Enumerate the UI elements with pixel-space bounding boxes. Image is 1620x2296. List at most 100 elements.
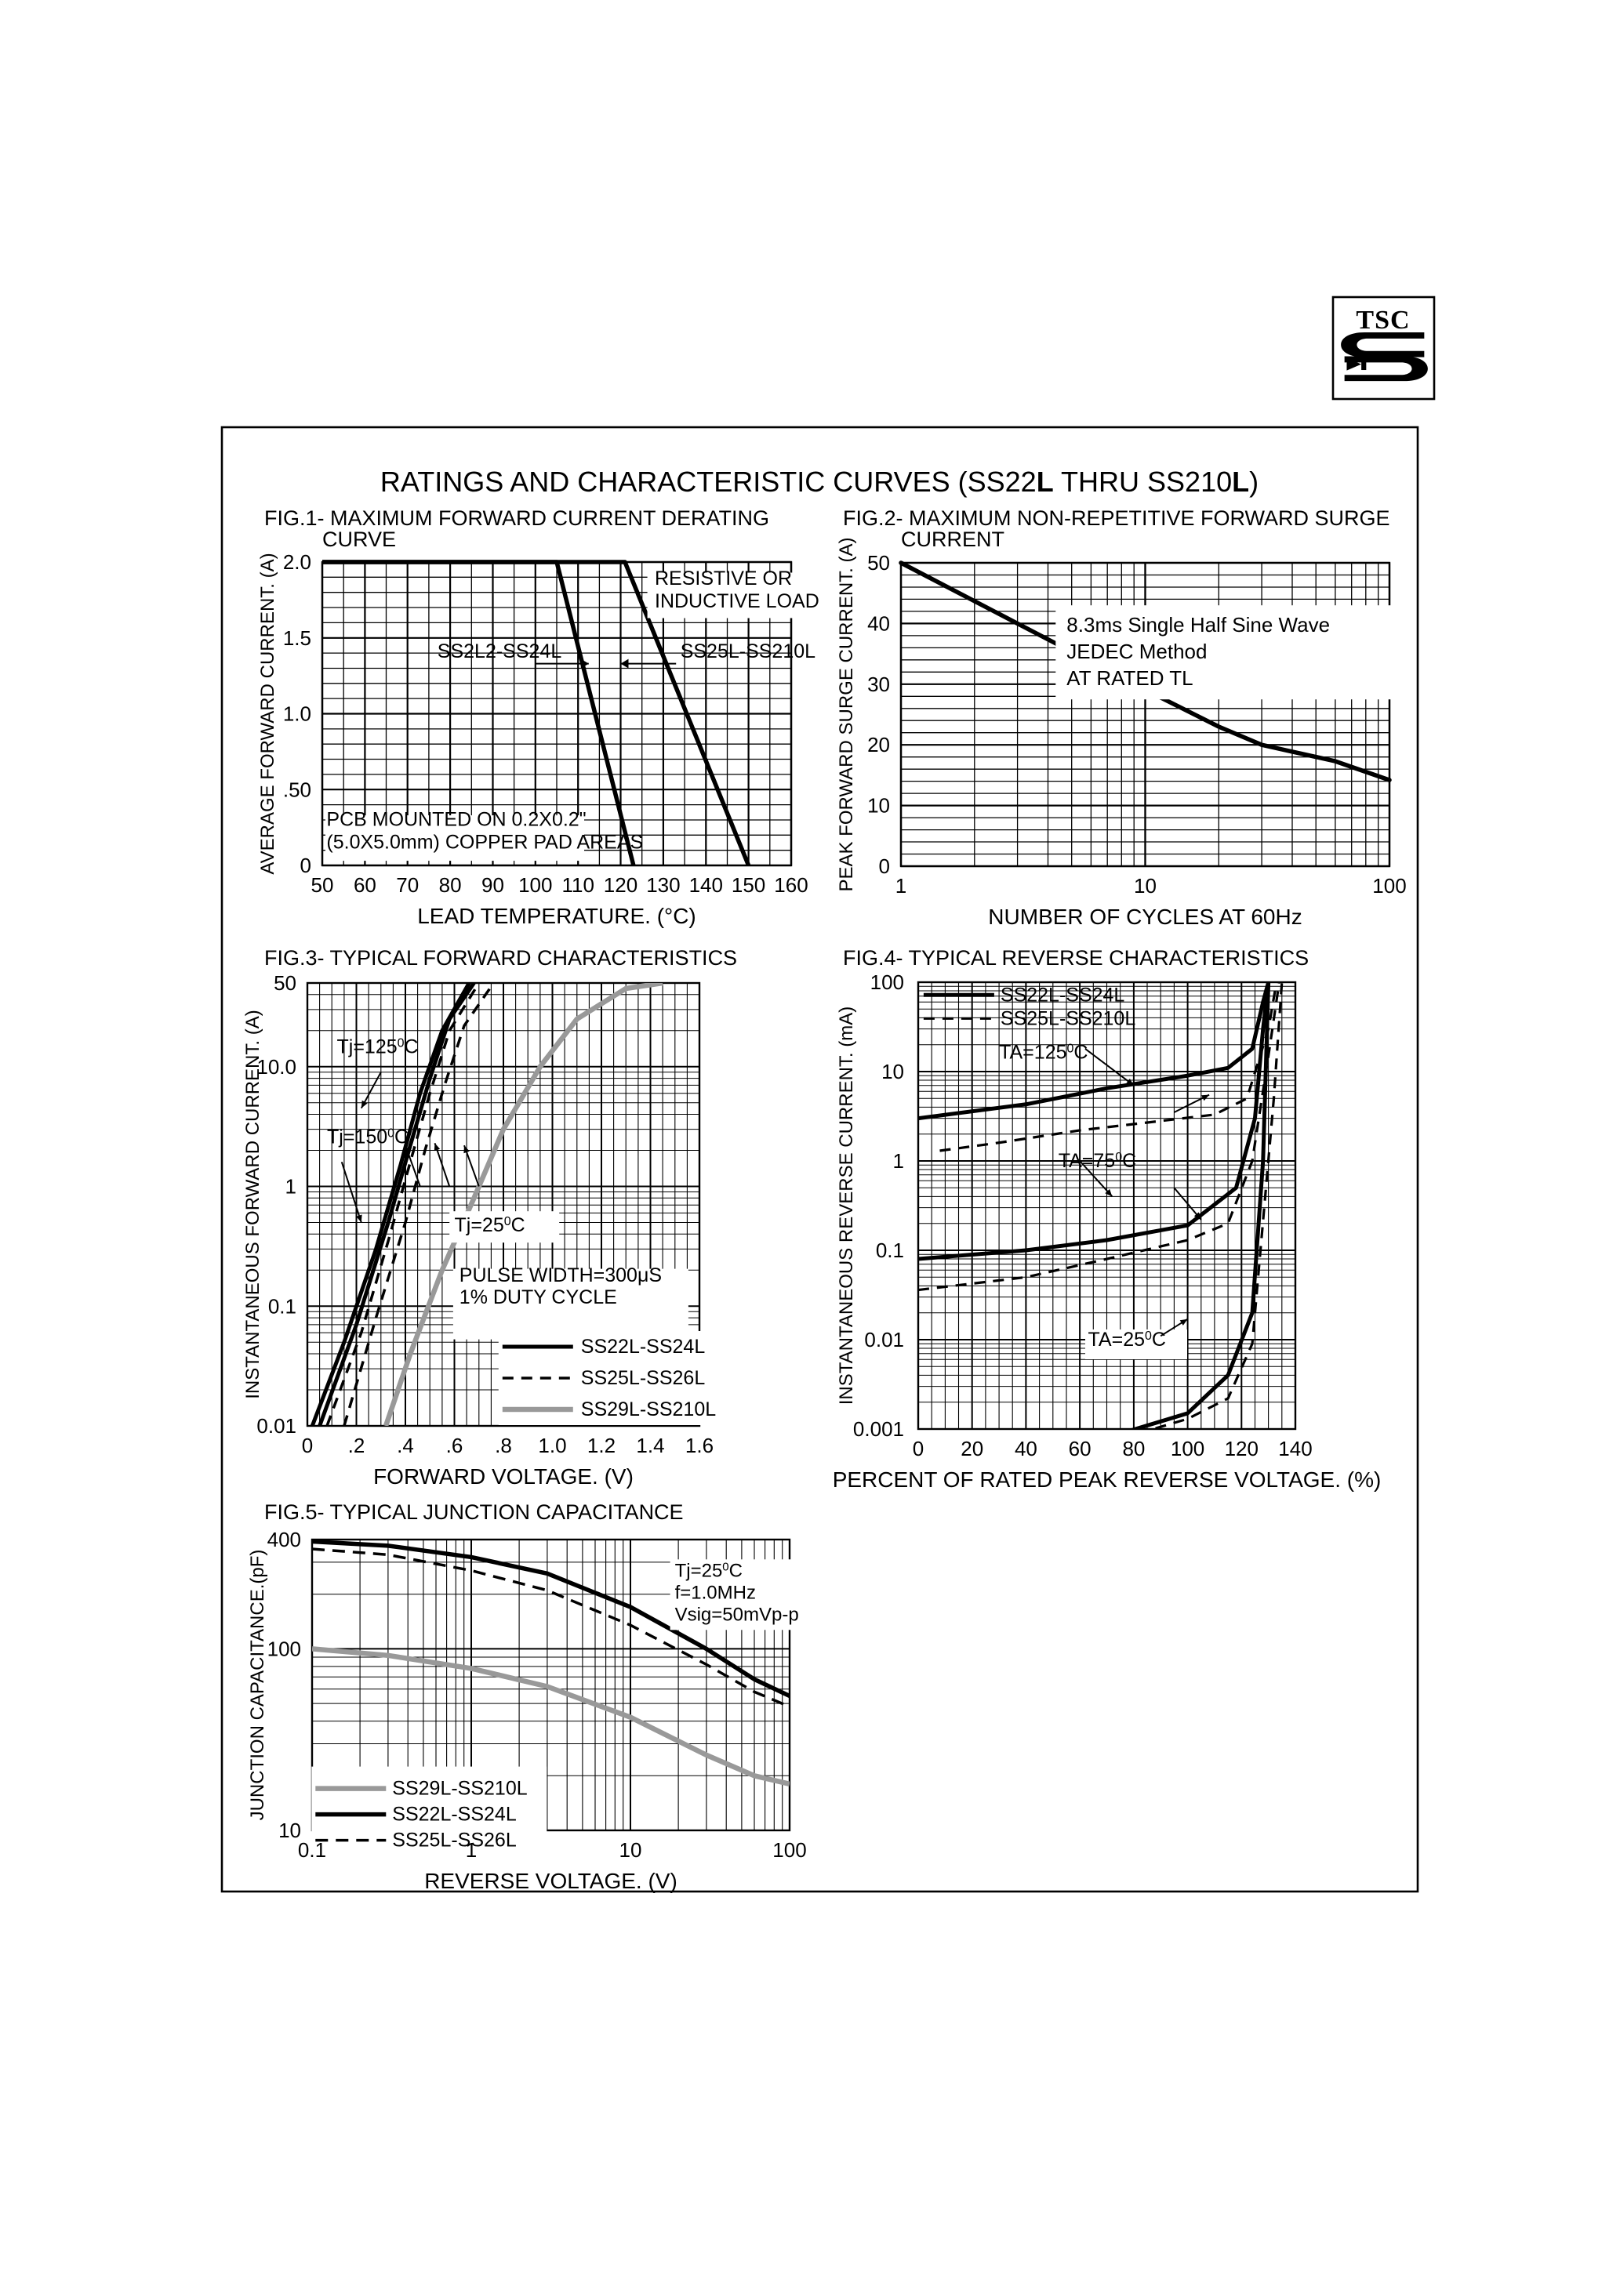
svg-text:100: 100 <box>870 970 904 994</box>
svg-text:1.6: 1.6 <box>685 1434 714 1457</box>
svg-text:140: 140 <box>689 873 723 897</box>
svg-text:FIG.2- MAXIMUM NON-REPETITIVE: FIG.2- MAXIMUM NON-REPETITIVE FORWARD SU… <box>843 506 1390 530</box>
svg-text:100: 100 <box>772 1838 806 1862</box>
svg-text:0: 0 <box>879 854 890 878</box>
svg-text:60: 60 <box>1069 1437 1092 1460</box>
svg-text:FIG.1- MAXIMUM FORWARD CURRENT: FIG.1- MAXIMUM FORWARD CURRENT DERATING <box>264 506 769 530</box>
svg-text:SS25L-SS210L: SS25L-SS210L <box>681 640 815 662</box>
svg-text:10: 10 <box>278 1819 301 1842</box>
svg-text:0.1: 0.1 <box>876 1239 904 1262</box>
svg-text:REVERSE VOLTAGE. (V): REVERSE VOLTAGE. (V) <box>424 1869 677 1893</box>
svg-text:FIG.5- TYPICAL JUNCTION CAPACI: FIG.5- TYPICAL JUNCTION CAPACITANCE <box>264 1500 684 1524</box>
svg-text:TA=750C: TA=750C <box>1059 1150 1136 1172</box>
svg-text:50: 50 <box>274 971 296 995</box>
svg-text:100: 100 <box>267 1637 301 1660</box>
svg-text:FIG.3- TYPICAL FORWARD CHARACT: FIG.3- TYPICAL FORWARD CHARACTERISTICS <box>264 946 737 970</box>
svg-text:130: 130 <box>646 873 680 897</box>
svg-text:NUMBER OF CYCLES AT 60Hz: NUMBER OF CYCLES AT 60Hz <box>988 905 1302 929</box>
svg-text:FORWARD VOLTAGE. (V): FORWARD VOLTAGE. (V) <box>373 1464 634 1489</box>
svg-text:2.0: 2.0 <box>283 550 311 574</box>
svg-text:Tj=250C: Tj=250C <box>455 1214 525 1236</box>
svg-text:.50: .50 <box>283 778 311 801</box>
svg-text:110: 110 <box>561 873 594 897</box>
svg-text:0.01: 0.01 <box>864 1328 904 1351</box>
svg-text:50: 50 <box>311 873 334 897</box>
svg-text:TA=1250C: TA=1250C <box>999 1041 1088 1063</box>
svg-text:0.1: 0.1 <box>298 1838 326 1862</box>
svg-text:20: 20 <box>961 1437 983 1460</box>
svg-text:.4: .4 <box>397 1434 414 1457</box>
svg-text:1% DUTY CYCLE: 1% DUTY CYCLE <box>459 1286 617 1308</box>
svg-text:SS25L-SS210L: SS25L-SS210L <box>1001 1007 1135 1029</box>
svg-text:AT RATED TL: AT RATED TL <box>1066 666 1193 690</box>
svg-text:SS22L-SS24L: SS22L-SS24L <box>1001 984 1125 1006</box>
svg-text:Tj=1500C: Tj=1500C <box>327 1126 409 1148</box>
svg-text:AVERAGE FORWARD CURRENT. (A): AVERAGE FORWARD CURRENT. (A) <box>257 553 278 874</box>
svg-text:TA=250C: TA=250C <box>1088 1329 1166 1351</box>
svg-text:TSC: TSC <box>1356 306 1410 335</box>
svg-text:FIG.4- TYPICAL REVERSE CHARACT: FIG.4- TYPICAL REVERSE CHARACTERISTICS <box>843 946 1309 970</box>
svg-text:SS25L-SS26L: SS25L-SS26L <box>392 1830 517 1852</box>
svg-text:LEAD TEMPERATURE. (°C): LEAD TEMPERATURE. (°C) <box>417 904 696 928</box>
svg-text:20: 20 <box>867 733 890 756</box>
svg-text:1.0: 1.0 <box>538 1434 566 1457</box>
svg-text:10: 10 <box>881 1060 904 1083</box>
svg-text:INSTANTANEOUS REVERSE CURRENT.: INSTANTANEOUS REVERSE CURRENT. (mA) <box>836 1007 857 1406</box>
svg-text:0.1: 0.1 <box>268 1294 296 1318</box>
svg-text:SS22L-SS24L: SS22L-SS24L <box>392 1804 517 1826</box>
svg-text:.2: .2 <box>348 1434 365 1457</box>
svg-text:Tj=250C: Tj=250C <box>675 1560 743 1582</box>
svg-text:SS2L2-SS24L: SS2L2-SS24L <box>438 640 562 662</box>
svg-text:120: 120 <box>1225 1437 1259 1460</box>
svg-text:PERCENT OF RATED PEAK REVERSE: PERCENT OF RATED PEAK REVERSE VOLTAGE. (… <box>833 1467 1382 1492</box>
svg-text:70: 70 <box>396 873 419 897</box>
svg-text:1: 1 <box>895 874 906 898</box>
svg-text:1: 1 <box>893 1149 904 1173</box>
svg-text:0.001: 0.001 <box>853 1417 904 1441</box>
svg-text:CURVE: CURVE <box>322 528 396 551</box>
svg-text:1: 1 <box>285 1175 296 1199</box>
svg-text:40: 40 <box>867 611 890 635</box>
svg-text:PULSE WIDTH=300μS: PULSE WIDTH=300μS <box>459 1264 662 1286</box>
svg-text:120: 120 <box>604 873 637 897</box>
svg-text:100: 100 <box>1171 1437 1204 1460</box>
svg-text:(5.0X5.0mm) COPPER PAD AREAS: (5.0X5.0mm) COPPER PAD AREAS <box>326 832 643 854</box>
svg-text:140: 140 <box>1278 1437 1312 1460</box>
svg-text:100: 100 <box>518 873 552 897</box>
svg-text:0: 0 <box>302 1434 313 1457</box>
svg-text:PEAK FORWARD SURGE CURRENT. (A: PEAK FORWARD SURGE CURRENT. (A) <box>836 537 857 891</box>
svg-text:CURRENT: CURRENT <box>901 528 1004 551</box>
svg-text:PCB MOUNTED ON 0.2X0.2": PCB MOUNTED ON 0.2X0.2" <box>326 809 586 831</box>
svg-text:SS25L-SS26L: SS25L-SS26L <box>581 1367 706 1389</box>
svg-text:30: 30 <box>867 673 890 696</box>
svg-text:0: 0 <box>300 854 311 877</box>
svg-text:Vsig=50mVp-p: Vsig=50mVp-p <box>675 1604 799 1625</box>
svg-text:1.0: 1.0 <box>283 702 311 726</box>
svg-text:1.5: 1.5 <box>283 626 311 650</box>
svg-text:1.4: 1.4 <box>636 1434 664 1457</box>
svg-text:RATINGS AND CHARACTERISTIC CUR: RATINGS AND CHARACTERISTIC CURVES (SS22L… <box>380 466 1259 498</box>
svg-text:8.3ms Single Half Sine Wave: 8.3ms Single Half Sine Wave <box>1066 613 1330 637</box>
svg-text:JUNCTION CAPACITANCE.(pF): JUNCTION CAPACITANCE.(pF) <box>247 1550 268 1821</box>
svg-text:80: 80 <box>439 873 462 897</box>
svg-text:SS29L-SS210L: SS29L-SS210L <box>392 1778 527 1800</box>
svg-text:80: 80 <box>1122 1437 1145 1460</box>
svg-text:0.01: 0.01 <box>256 1414 296 1438</box>
svg-text:INDUCTIVE LOAD: INDUCTIVE LOAD <box>655 590 819 612</box>
svg-text:40: 40 <box>1015 1437 1037 1460</box>
svg-text:JEDEC Method: JEDEC Method <box>1066 640 1207 663</box>
svg-text:150: 150 <box>732 873 765 897</box>
svg-text:60: 60 <box>354 873 376 897</box>
svg-text:1: 1 <box>466 1838 477 1862</box>
svg-text:INSTANTANEOUS FORWARD CURRENT.: INSTANTANEOUS FORWARD CURRENT. (A) <box>242 1010 263 1398</box>
svg-text:.6: .6 <box>446 1434 463 1457</box>
svg-text:SS29L-SS210L: SS29L-SS210L <box>581 1398 716 1420</box>
svg-text:f=1.0MHz: f=1.0MHz <box>675 1582 756 1603</box>
svg-text:50: 50 <box>867 551 890 575</box>
svg-text:0: 0 <box>913 1437 924 1460</box>
svg-text:1.2: 1.2 <box>587 1434 616 1457</box>
svg-text:RESISTIVE OR: RESISTIVE OR <box>655 568 792 589</box>
svg-text:SS22L-SS24L: SS22L-SS24L <box>581 1336 706 1358</box>
svg-text:10: 10 <box>1134 874 1157 898</box>
svg-text:90: 90 <box>481 873 504 897</box>
